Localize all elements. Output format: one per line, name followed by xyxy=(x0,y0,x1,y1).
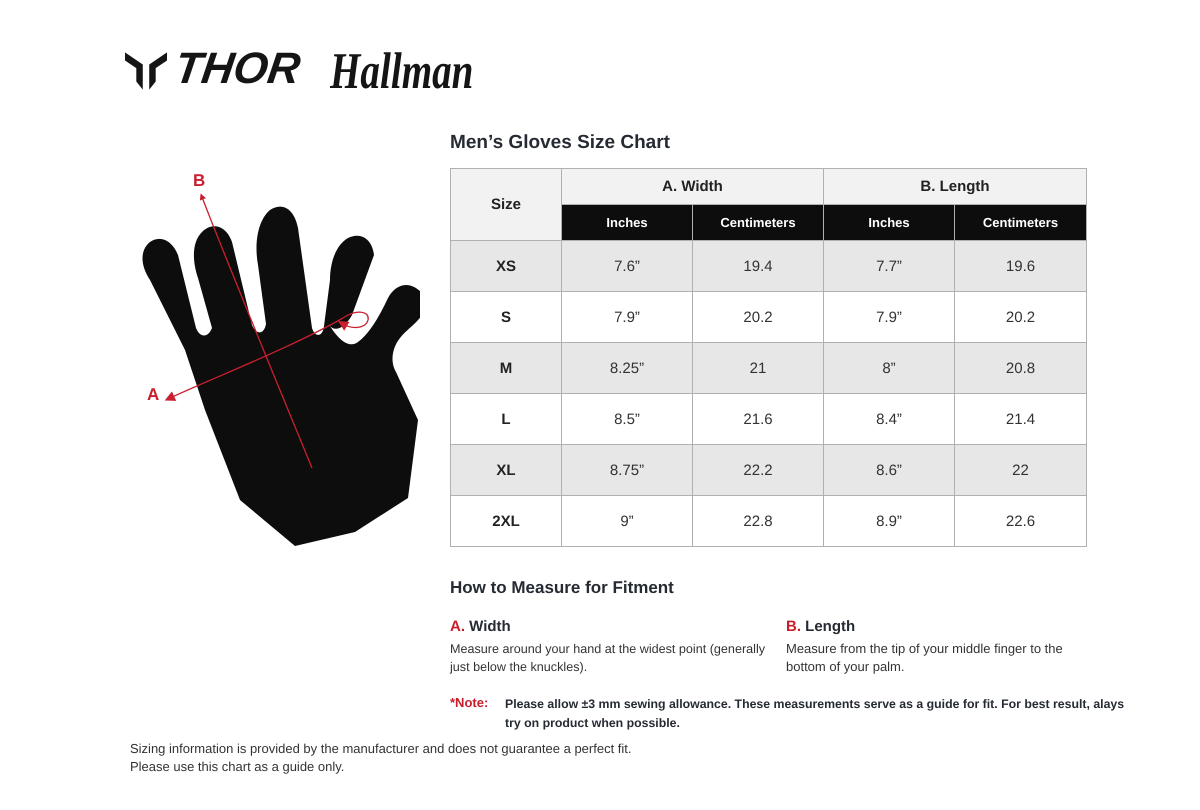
svg-text:THOR: THOR xyxy=(176,48,303,93)
svg-text:Hallman: Hallman xyxy=(330,42,473,99)
